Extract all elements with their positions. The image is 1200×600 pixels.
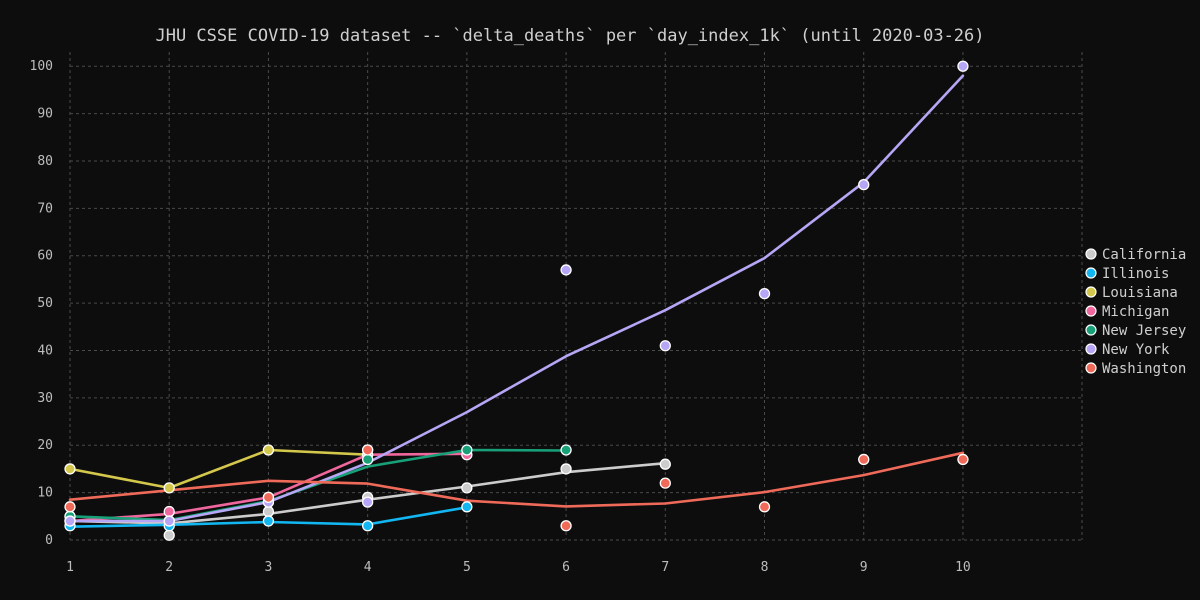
x-axis: 1 2 3 4 5 6 7 8 9 10 — [66, 560, 971, 575]
data-point-washington — [957, 453, 969, 466]
data-point-washington — [560, 520, 572, 532]
data-point-new-york — [64, 515, 76, 527]
legend-label-michigan: Michigan — [1102, 304, 1169, 320]
data-point-new-york — [957, 60, 969, 72]
data-point-louisiana — [64, 463, 76, 475]
legend-marker-michigan — [1085, 305, 1097, 317]
series-lines — [68, 74, 965, 528]
x-tick-label: 10 — [955, 560, 971, 575]
data-point-new-york — [659, 340, 671, 352]
data-point-washington — [262, 491, 275, 504]
data-point-new-york — [858, 179, 870, 191]
data-point-illinois — [461, 501, 473, 513]
x-tick-label: 1 — [66, 560, 74, 575]
y-tick-label: 70 — [37, 201, 53, 216]
data-point-washington — [659, 477, 671, 489]
legend-marker-louisiana — [1085, 286, 1097, 298]
x-tick-label: 6 — [562, 560, 570, 575]
series-line-louisiana — [68, 448, 369, 490]
y-tick-label: 40 — [37, 343, 53, 358]
data-point-washington — [758, 501, 771, 513]
y-tick-label: 100 — [30, 59, 53, 74]
data-point-louisiana — [163, 482, 175, 494]
data-point-washington — [361, 444, 374, 456]
legend-label-washington: Washington — [1102, 361, 1186, 377]
data-point-california — [659, 458, 671, 470]
x-tick-label: 8 — [761, 560, 769, 575]
legend-marker-new-jersey — [1085, 324, 1097, 336]
legend-label-illinois: Illinois — [1102, 266, 1169, 282]
x-tick-label: 7 — [661, 560, 669, 575]
y-tick-label: 10 — [37, 486, 53, 501]
data-point-new-york — [560, 264, 572, 276]
y-tick-label: 20 — [37, 438, 53, 453]
legend-marker-washington — [1085, 362, 1097, 374]
series-line-new-jersey — [68, 448, 568, 522]
y-tick-label: 90 — [37, 107, 53, 122]
x-tick-label: 9 — [860, 560, 868, 575]
data-point-california — [560, 463, 572, 475]
data-point-louisiana — [262, 444, 275, 456]
legend-label-new-york: New York — [1102, 342, 1170, 358]
x-tick-label: 4 — [364, 560, 372, 575]
data-point-new-jersey — [361, 453, 374, 466]
data-point-illinois — [262, 515, 275, 527]
data-point-new-york — [758, 287, 771, 300]
series-line-new-york — [68, 74, 965, 523]
chart-title: JHU CSSE COVID-19 dataset -- `delta_deat… — [155, 26, 984, 46]
data-point-illinois — [361, 520, 374, 532]
legend-marker-illinois — [1085, 267, 1097, 279]
data-point-new-york — [361, 496, 374, 508]
legend-marker-california — [1085, 248, 1097, 260]
x-tick-label: 5 — [463, 560, 471, 575]
data-point-washington — [64, 501, 76, 513]
legend-label-california: California — [1102, 247, 1186, 263]
data-point-california — [262, 505, 275, 518]
data-point-new-jersey — [461, 444, 473, 456]
data-point-new-jersey — [560, 444, 572, 456]
x-tick-label: 3 — [265, 560, 273, 575]
legend-label-new-jersey: New Jersey — [1102, 323, 1186, 339]
data-point-california — [163, 529, 175, 541]
data-point-washington — [858, 453, 870, 466]
data-point-california — [461, 482, 473, 494]
legend-marker-new-york — [1085, 343, 1097, 355]
y-tick-label: 0 — [45, 533, 53, 548]
y-axis: 0 10 20 30 40 50 60 70 80 90 100 — [30, 59, 53, 548]
x-tick-label: 2 — [165, 560, 173, 575]
data-point-new-york — [163, 515, 175, 527]
y-tick-label: 60 — [37, 249, 53, 264]
data-point-michigan — [163, 505, 175, 518]
series-points — [64, 60, 969, 541]
series-line-washington — [68, 451, 965, 508]
legend: California Illinois Louisiana Michigan New J… — [1085, 247, 1186, 377]
y-tick-label: 80 — [37, 154, 53, 169]
y-tick-label: 30 — [37, 391, 53, 406]
y-tick-label: 50 — [37, 296, 53, 311]
legend-label-louisiana: Louisiana — [1102, 285, 1178, 301]
